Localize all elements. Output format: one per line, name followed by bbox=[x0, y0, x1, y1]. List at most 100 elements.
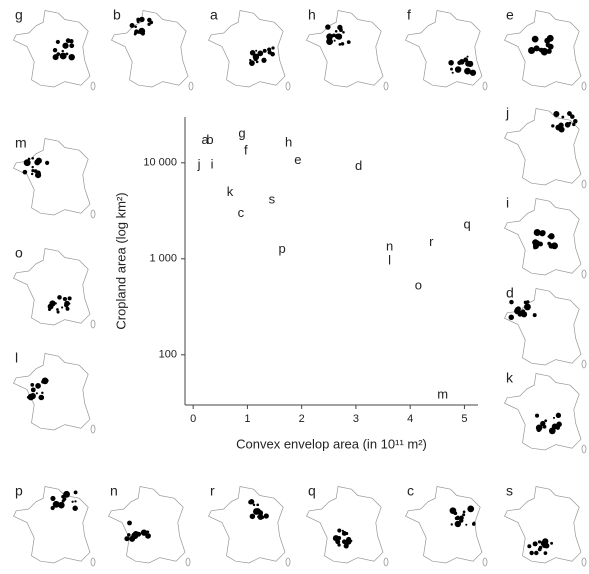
crop-patch bbox=[527, 544, 532, 549]
crop-patch bbox=[65, 38, 71, 44]
crop-patch bbox=[30, 383, 35, 387]
crop-patch bbox=[61, 499, 65, 503]
crop-patch bbox=[253, 56, 258, 62]
crop-patch bbox=[544, 419, 548, 423]
corsica bbox=[285, 81, 291, 91]
y-tick-label: 100 bbox=[159, 349, 177, 361]
crop-patch bbox=[520, 309, 526, 314]
france-outline bbox=[13, 353, 91, 431]
crop-patch bbox=[142, 530, 147, 536]
map-label: g bbox=[15, 7, 23, 23]
crop-patch bbox=[462, 510, 466, 514]
crop-patch bbox=[138, 27, 146, 35]
map-panel: c bbox=[405, 483, 488, 567]
france-outline bbox=[504, 198, 582, 276]
crop-patch bbox=[567, 111, 572, 116]
map-label: r bbox=[210, 483, 215, 499]
point-label: j bbox=[197, 156, 201, 171]
point-label: r bbox=[429, 234, 434, 249]
crop-patch bbox=[535, 424, 543, 432]
corsica bbox=[90, 81, 96, 91]
crop-patch bbox=[129, 535, 136, 542]
france-outline bbox=[504, 108, 582, 186]
crop-patch bbox=[255, 60, 259, 64]
crop-patch bbox=[550, 541, 554, 545]
crop-patch bbox=[568, 121, 572, 125]
map-panel: g bbox=[13, 7, 96, 91]
france-outline bbox=[405, 10, 483, 88]
crop-patch bbox=[249, 58, 252, 62]
crop-patch bbox=[467, 60, 474, 68]
crop-patch bbox=[467, 505, 475, 513]
crop-patch bbox=[338, 43, 342, 46]
map-panel: h bbox=[306, 7, 389, 91]
crop-patch bbox=[249, 513, 256, 520]
corsica bbox=[90, 319, 96, 329]
crop-patch bbox=[523, 303, 531, 311]
crop-patch bbox=[572, 122, 576, 127]
map-label: n bbox=[110, 483, 118, 499]
corsica bbox=[581, 81, 587, 91]
map-label: m bbox=[15, 135, 27, 151]
crop-patch bbox=[551, 242, 558, 250]
crop-patch bbox=[537, 540, 542, 544]
crop-patch bbox=[30, 172, 34, 176]
y-axis-label: Cropland area (log km²) bbox=[113, 192, 128, 329]
crop-patch bbox=[62, 296, 67, 302]
crop-patch bbox=[249, 60, 255, 67]
crop-patch bbox=[532, 239, 539, 246]
france-outline bbox=[13, 248, 91, 326]
crop-patch bbox=[134, 29, 139, 34]
map-label: j bbox=[505, 105, 509, 121]
crop-patch bbox=[249, 50, 256, 56]
crop-patch bbox=[69, 43, 75, 49]
crop-patch bbox=[57, 295, 62, 300]
map-panel: r bbox=[208, 483, 291, 567]
point-label: p bbox=[279, 241, 286, 256]
crop-patch bbox=[50, 495, 56, 501]
crop-patch bbox=[337, 536, 342, 541]
crop-patch bbox=[248, 499, 253, 505]
crop-patch bbox=[67, 296, 72, 301]
crop-patch bbox=[556, 421, 562, 428]
crop-patch bbox=[337, 528, 342, 533]
crop-patch bbox=[542, 424, 547, 429]
crop-patch bbox=[450, 67, 453, 71]
crop-patch bbox=[256, 503, 260, 507]
crop-patch bbox=[533, 228, 541, 236]
crop-patch bbox=[62, 42, 69, 49]
crop-patch bbox=[335, 539, 341, 545]
crop-patch bbox=[56, 310, 60, 314]
crop-patch bbox=[540, 49, 546, 54]
map-panel: e bbox=[504, 7, 587, 91]
map-label: q bbox=[308, 483, 316, 499]
crop-patch bbox=[56, 52, 61, 57]
crop-patch bbox=[146, 530, 150, 534]
crop-patch bbox=[340, 42, 345, 46]
crop-patch bbox=[31, 165, 34, 169]
crop-patch bbox=[326, 33, 333, 41]
crop-patch bbox=[342, 30, 345, 34]
crop-patch bbox=[532, 37, 536, 41]
crop-patch bbox=[257, 515, 261, 519]
crop-patch bbox=[466, 69, 471, 73]
crop-patch bbox=[541, 541, 549, 549]
point-label: c bbox=[238, 205, 245, 220]
crop-patch bbox=[346, 40, 351, 45]
map-panel: o bbox=[13, 245, 96, 329]
crop-patch bbox=[450, 523, 453, 526]
crop-patch bbox=[61, 49, 64, 53]
crop-patch bbox=[61, 494, 65, 499]
crop-patch bbox=[552, 416, 556, 419]
crop-patch bbox=[129, 22, 135, 28]
crop-patch bbox=[50, 505, 55, 511]
map-panel: l bbox=[13, 350, 96, 434]
plot-background bbox=[185, 117, 478, 405]
crop-patch bbox=[31, 156, 35, 160]
crop-patch bbox=[551, 423, 558, 430]
x-axis-label: Convex envelop area (in 10¹¹ m²) bbox=[236, 436, 427, 451]
crop-patch bbox=[332, 33, 336, 38]
crop-patch bbox=[61, 306, 64, 309]
